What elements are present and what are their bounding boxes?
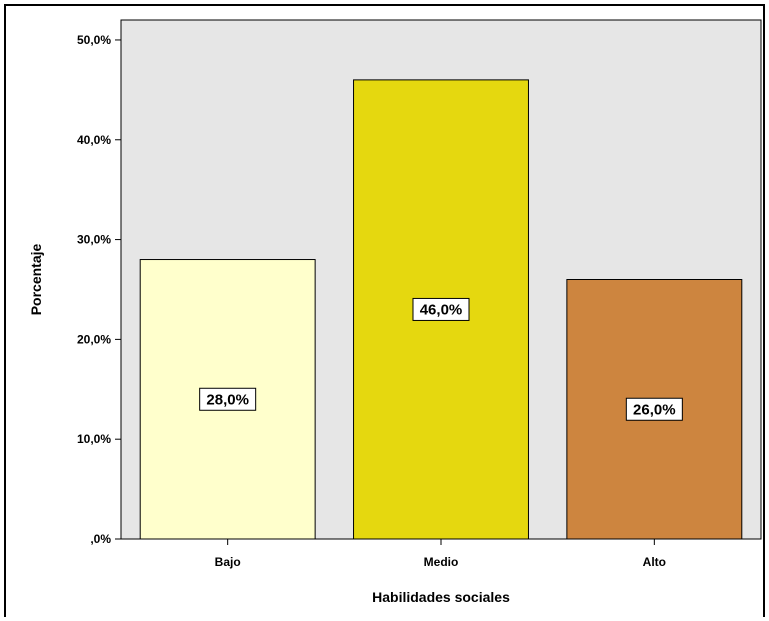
y-tick-label: 30,0%: [77, 233, 111, 247]
data-label: 46,0%: [420, 301, 463, 318]
y-tick-label: 20,0%: [77, 332, 111, 346]
data-label: 28,0%: [206, 391, 249, 408]
data-label: 26,0%: [633, 401, 676, 418]
x-tick-label: Medio: [424, 555, 459, 569]
y-tick-label: 10,0%: [77, 432, 111, 446]
x-tick-label: Bajo: [215, 555, 241, 569]
x-axis: Bajo Medio Alto: [215, 539, 666, 569]
data-label-box: [199, 387, 257, 411]
y-tick-label: 50,0%: [77, 33, 111, 47]
y-tick-label: ,0%: [90, 532, 111, 546]
chart-frame: ,0% 10,0% 20,0% 30,0% 40,0% 50,0% 28,0% 46,0% 2…: [4, 4, 765, 617]
data-label-box: [625, 397, 683, 421]
data-label-box: [412, 297, 470, 321]
bar-chart: ,0%10,0%20,0%30,0%40,0%50,0% 28,0%46,0%2…: [28, 19, 762, 605]
y-tick-label: 40,0%: [77, 133, 111, 147]
bars: 28,0% 46,0% 26,0%: [139, 79, 743, 540]
x-axis-title: Habilidades sociales: [372, 589, 510, 605]
y-axis: ,0% 10,0% 20,0% 30,0% 40,0% 50,0%: [77, 33, 121, 546]
y-axis-title: Porcentaje: [28, 243, 44, 315]
x-tick-label: Alto: [643, 555, 666, 569]
